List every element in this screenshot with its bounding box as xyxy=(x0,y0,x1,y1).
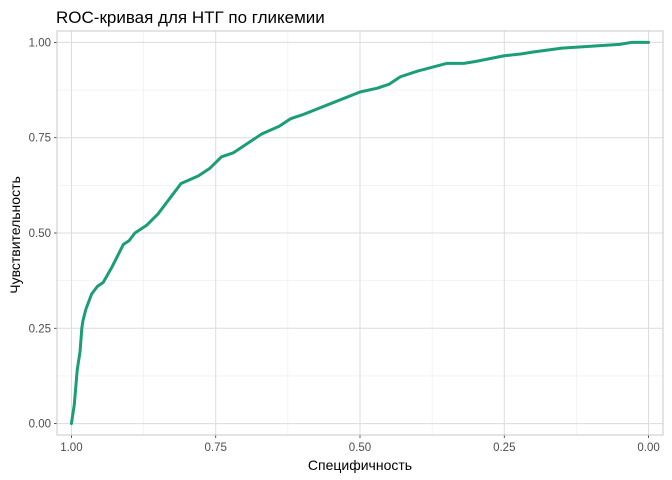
x-tick-label: 0.00 xyxy=(637,442,659,454)
x-tick-label: 0.25 xyxy=(493,442,515,454)
y-tick-label: 0.00 xyxy=(29,419,51,431)
grid-lines xyxy=(57,31,663,435)
y-axis-title: Чувствительность xyxy=(7,176,23,294)
x-tick-label: 1.00 xyxy=(60,442,82,454)
roc-curve-line xyxy=(69,40,651,426)
x-axis-title: Специфичность xyxy=(308,457,412,473)
y-tick-label: 0.75 xyxy=(29,133,51,145)
axis-ticks: 1.00 0.75 0.50 0.25 0.00 0.00 0.25 0.50 0.75 1.00 xyxy=(29,37,660,454)
y-tick-label: 1.00 xyxy=(29,37,51,49)
chart-title: ROC-кривая для НТГ по гликемии xyxy=(56,8,325,27)
x-tick-label: 0.50 xyxy=(349,442,371,454)
y-tick-label: 0.25 xyxy=(29,323,51,335)
plot-panel-border xyxy=(56,30,664,436)
y-tick-label: 0.50 xyxy=(29,228,51,240)
x-tick-label: 0.75 xyxy=(205,442,227,454)
